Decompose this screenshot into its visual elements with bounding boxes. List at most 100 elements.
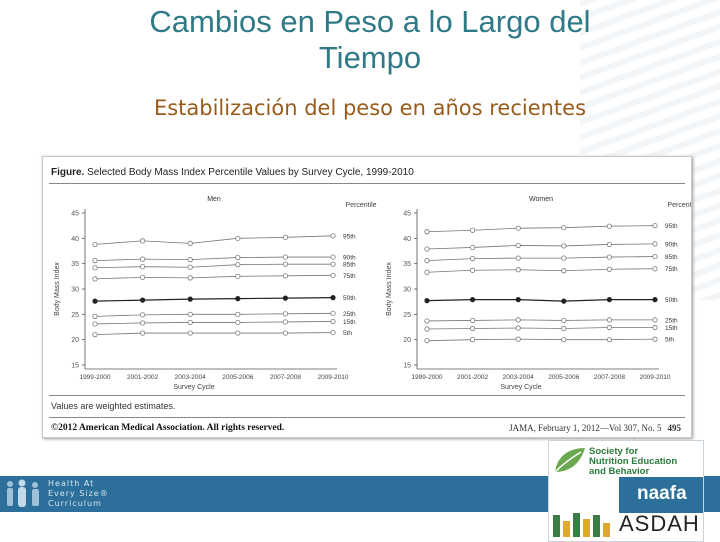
men-x-tick-label: 1999-2000 <box>79 374 110 381</box>
women-series-line-25th <box>426 319 655 322</box>
women-data-point-5th <box>606 337 613 343</box>
women-data-point-15th <box>424 326 430 332</box>
men-series-label-15th: 15th <box>343 319 356 326</box>
men-series-label-95th: 95th <box>343 233 356 240</box>
women-y-tick-label-30: 30 <box>403 287 411 294</box>
women-y-tick-label-25: 25 <box>403 312 411 319</box>
women-series-line-85th <box>426 256 656 262</box>
women-series-line-90th <box>426 243 656 250</box>
men-data-point-75th <box>92 276 98 282</box>
women-data-point-75th <box>652 266 658 272</box>
men-data-point-90th <box>282 254 288 260</box>
women-data-point-95th <box>515 225 521 231</box>
men-data-point-50th <box>235 296 241 302</box>
haes-curriculum-label: Health At Every Size® Curriculum <box>48 479 109 509</box>
women-data-point-25th <box>652 317 658 323</box>
women-data-point-50th <box>424 298 430 304</box>
women-data-point-25th <box>561 317 567 324</box>
men-data-point-90th <box>330 254 336 260</box>
women-data-point-90th <box>424 246 430 252</box>
women-x-tick-label: 2005-2006 <box>548 374 579 381</box>
women-data-point-90th <box>652 241 658 247</box>
sne-line-1: Society for <box>589 446 639 457</box>
men-series-label-75th: 75th <box>343 273 356 280</box>
men-y-tick-label-25: 25 <box>71 312 79 319</box>
men-series-label-50th: 50th <box>343 295 356 302</box>
men-data-point-5th <box>92 332 98 338</box>
men-series-line-75th <box>94 274 334 280</box>
women-data-point-90th <box>561 243 567 249</box>
men-data-point-25th <box>92 313 98 319</box>
slide-title: Cambios en Peso a lo Largo del Tiempo <box>149 4 591 75</box>
women-x-tick-label: 2009-2010 <box>639 374 670 381</box>
men-data-point-5th <box>187 330 193 336</box>
women-data-point-5th <box>561 337 567 343</box>
women-data-point-95th <box>561 225 567 231</box>
men-data-point-50th <box>92 298 98 304</box>
sne-line-3: and Behavior <box>589 466 650 477</box>
men-series-label-5th: 5th <box>343 330 352 337</box>
people-silhouettes-icon <box>7 479 39 507</box>
women-x-tick-label: 2001-2002 <box>457 374 488 381</box>
sne-line-2: Nutrition Education <box>589 456 678 467</box>
haes-line-3: Curriculum <box>48 499 102 508</box>
men-data-point-85th <box>235 262 241 268</box>
women-data-point-25th <box>606 317 613 323</box>
men-data-point-25th <box>330 310 336 316</box>
figure-caption-label: Figure. <box>51 167 85 178</box>
women-data-point-85th <box>515 255 521 261</box>
men-data-point-15th <box>235 319 241 326</box>
men-data-point-5th <box>140 330 146 336</box>
women-data-point-85th <box>606 254 613 260</box>
men-data-point-15th <box>187 319 193 326</box>
women-data-point-75th <box>561 268 567 274</box>
men-data-point-25th <box>282 311 288 317</box>
sne-logo-text: Society for Nutrition Education and Beha… <box>589 447 701 477</box>
women-data-point-50th <box>606 297 613 303</box>
women-series-line-50th <box>426 299 655 302</box>
naafa-logo-text: naafa <box>637 483 687 504</box>
men-series-line-50th <box>94 297 334 302</box>
men-series-label-25th: 25th <box>343 311 356 318</box>
men-data-point-50th <box>187 296 193 302</box>
haes-line-2: Every Size® <box>48 489 109 498</box>
sne-leaf-logo-icon <box>554 448 585 473</box>
men-x-tick-label: 2009-2010 <box>317 374 348 381</box>
men-data-point-50th <box>330 295 336 301</box>
men-data-point-25th <box>187 311 193 317</box>
women-data-point-15th <box>515 325 521 331</box>
men-y-tick-label-35: 35 <box>71 261 79 268</box>
figure-note-rule <box>49 417 685 418</box>
men-data-point-90th <box>140 256 146 262</box>
men-series-label-90th: 90th <box>343 255 356 262</box>
asdah-bars-logo-icon <box>553 513 610 537</box>
men-data-point-75th <box>282 273 288 279</box>
women-data-point-50th <box>652 297 658 303</box>
women-y-axis-label: Body Mass Index <box>386 262 393 316</box>
women-data-point-5th <box>652 336 658 342</box>
men-x-tick-label: 2003-2004 <box>175 374 206 381</box>
women-data-point-5th <box>515 336 521 342</box>
women-data-point-15th <box>606 324 613 331</box>
men-data-point-5th <box>282 330 288 336</box>
men-y-tick-label-45: 45 <box>71 211 79 218</box>
women-data-point-90th <box>469 244 476 251</box>
women-data-point-5th <box>469 337 476 343</box>
women-data-point-15th <box>561 325 567 332</box>
women-x-tick-label: 1999-2000 <box>411 374 442 381</box>
women-data-point-5th <box>424 338 430 344</box>
women-data-point-85th <box>424 258 430 264</box>
women-data-point-95th <box>424 229 430 235</box>
women-series-line-15th <box>426 327 655 330</box>
women-data-point-95th <box>606 223 613 229</box>
men-data-point-90th <box>92 258 98 264</box>
men-y-tick-label-20: 20 <box>71 337 79 344</box>
men-data-point-85th <box>140 264 146 270</box>
women-y-tick-label-20: 20 <box>403 337 411 344</box>
partner-logos: Society for Nutrition Education and Beha… <box>548 440 704 542</box>
men-data-point-75th <box>330 272 336 278</box>
figure-panel: Figure. Selected Body Mass Index Percent… <box>42 156 692 438</box>
women-x-tick-label: 2007-2008 <box>594 374 625 381</box>
bmi-percentile-charts: Men 15 20 25 30 35 40 45 Body Mass Index 1999-200… <box>54 196 691 391</box>
naafa-logo: naafa <box>619 477 703 513</box>
